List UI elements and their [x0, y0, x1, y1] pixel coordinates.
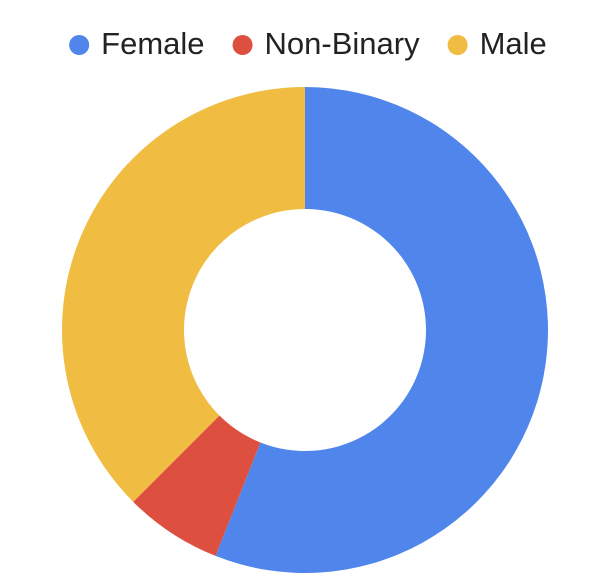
legend-marker — [232, 35, 253, 55]
donut-slice — [133, 415, 261, 556]
legend-marker — [447, 35, 468, 55]
legend-label: Male — [480, 26, 547, 61]
donut-slice — [61, 87, 305, 502]
donut-slice — [215, 87, 549, 573]
legend-marker — [69, 35, 90, 55]
legend-label: Non-Binary — [265, 26, 421, 61]
legend-label: Female — [101, 26, 204, 61]
